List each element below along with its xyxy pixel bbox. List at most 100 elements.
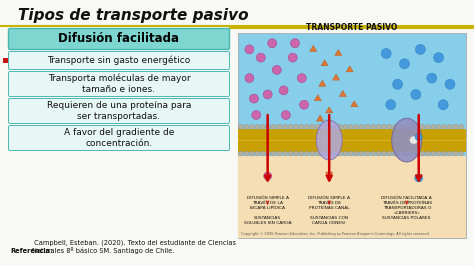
Circle shape <box>392 79 402 89</box>
Text: SUSTANCIAS CON
CARGA (IONES): SUSTANCIAS CON CARGA (IONES) <box>310 216 348 225</box>
Circle shape <box>299 124 304 129</box>
Circle shape <box>403 151 409 156</box>
Circle shape <box>398 151 403 156</box>
Text: Requieren de una proteína para
ser transportadas.: Requieren de una proteína para ser trans… <box>47 101 191 121</box>
Circle shape <box>371 124 375 129</box>
Circle shape <box>420 151 425 156</box>
Circle shape <box>283 151 288 156</box>
Circle shape <box>376 124 381 129</box>
Circle shape <box>332 151 337 156</box>
Polygon shape <box>332 74 340 80</box>
Circle shape <box>387 151 392 156</box>
Polygon shape <box>310 45 317 51</box>
Circle shape <box>266 151 271 156</box>
Circle shape <box>415 174 423 182</box>
Circle shape <box>453 124 458 129</box>
Circle shape <box>249 94 258 103</box>
Circle shape <box>304 151 310 156</box>
Bar <box>238 129 466 152</box>
Circle shape <box>458 124 464 129</box>
Circle shape <box>244 151 249 156</box>
Circle shape <box>255 124 260 129</box>
Polygon shape <box>351 101 358 107</box>
Circle shape <box>414 124 419 129</box>
Polygon shape <box>321 60 328 66</box>
Circle shape <box>437 151 441 156</box>
Circle shape <box>442 151 447 156</box>
Circle shape <box>354 151 359 156</box>
Circle shape <box>238 124 244 129</box>
Circle shape <box>386 100 396 110</box>
Circle shape <box>348 151 354 156</box>
Circle shape <box>283 124 288 129</box>
Circle shape <box>264 172 272 180</box>
Text: SUSTANCIAS
SOLUBLES SIN CARGA: SUSTANCIAS SOLUBLES SIN CARGA <box>244 216 292 225</box>
Circle shape <box>447 151 453 156</box>
Text: DIFUSIÓN SIMPLE A
TRAVÉS DE LA
BICAPA LIPÍDICA: DIFUSIÓN SIMPLE A TRAVÉS DE LA BICAPA LI… <box>246 196 289 210</box>
Circle shape <box>299 151 304 156</box>
Circle shape <box>409 151 414 156</box>
FancyBboxPatch shape <box>9 126 229 151</box>
Text: DIFUSIÓN SIMPLE A
TRAVÉS DE
PROTEÍNAS CANAL: DIFUSIÓN SIMPLE A TRAVÉS DE PROTEÍNAS CA… <box>308 196 350 210</box>
Circle shape <box>249 124 255 129</box>
FancyBboxPatch shape <box>9 52 229 69</box>
Circle shape <box>279 86 288 95</box>
Bar <box>3 58 8 63</box>
Polygon shape <box>319 80 326 86</box>
Circle shape <box>438 100 448 110</box>
Ellipse shape <box>410 136 418 144</box>
Polygon shape <box>326 107 333 113</box>
Text: Copyright © 2005 Pearson Education, Inc. Publishing as Pearson Benjamin Cummings: Copyright © 2005 Pearson Education, Inc.… <box>241 232 430 236</box>
Circle shape <box>310 124 315 129</box>
Circle shape <box>415 134 422 141</box>
Circle shape <box>277 151 282 156</box>
Circle shape <box>310 151 315 156</box>
Circle shape <box>431 124 436 129</box>
Circle shape <box>252 110 261 119</box>
Polygon shape <box>314 95 321 101</box>
Circle shape <box>272 151 276 156</box>
Circle shape <box>261 151 265 156</box>
Circle shape <box>426 151 430 156</box>
Circle shape <box>343 124 348 129</box>
Text: Tipos de transporte pasivo: Tipos de transporte pasivo <box>18 8 249 23</box>
Circle shape <box>434 53 444 63</box>
Bar <box>238 33 466 238</box>
FancyBboxPatch shape <box>9 98 229 123</box>
Text: SUSTANCIAS POLARES: SUSTANCIAS POLARES <box>383 216 431 220</box>
Ellipse shape <box>316 120 342 160</box>
Circle shape <box>392 151 398 156</box>
Circle shape <box>238 151 244 156</box>
Circle shape <box>376 151 381 156</box>
Circle shape <box>442 124 447 129</box>
Circle shape <box>277 124 282 129</box>
Circle shape <box>268 39 277 48</box>
Circle shape <box>398 124 403 129</box>
Text: A favor del gradiente de
concentración.: A favor del gradiente de concentración. <box>64 128 174 148</box>
Circle shape <box>365 124 370 129</box>
Circle shape <box>400 59 410 69</box>
Circle shape <box>321 124 326 129</box>
Circle shape <box>420 124 425 129</box>
Circle shape <box>337 151 343 156</box>
Circle shape <box>249 151 255 156</box>
Polygon shape <box>326 172 333 178</box>
Circle shape <box>293 124 299 129</box>
Text: Difusión facilitada: Difusión facilitada <box>58 32 180 45</box>
Circle shape <box>272 124 276 129</box>
Polygon shape <box>335 49 342 56</box>
Circle shape <box>272 65 281 74</box>
Circle shape <box>437 124 441 129</box>
Circle shape <box>359 151 365 156</box>
Circle shape <box>297 74 306 83</box>
Circle shape <box>327 151 331 156</box>
Circle shape <box>321 151 326 156</box>
FancyBboxPatch shape <box>9 72 229 97</box>
Circle shape <box>359 124 365 129</box>
Ellipse shape <box>392 118 422 162</box>
Circle shape <box>365 151 370 156</box>
Circle shape <box>304 124 310 129</box>
Circle shape <box>245 45 254 54</box>
Circle shape <box>382 124 386 129</box>
Text: TRANSPORTE PASIVO: TRANSPORTE PASIVO <box>306 23 398 32</box>
